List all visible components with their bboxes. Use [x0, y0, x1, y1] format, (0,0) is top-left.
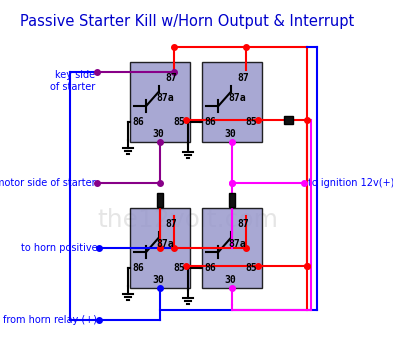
Text: 87a: 87a [229, 93, 246, 103]
Bar [230, 193, 235, 207]
Text: the12volt.com: the12volt.com [97, 208, 278, 232]
Bar [130, 62, 190, 142]
Bar [130, 208, 190, 288]
Text: 86: 86 [132, 117, 144, 127]
Text: 87a: 87a [156, 93, 174, 103]
Text: 85: 85 [173, 117, 185, 127]
Text: 87: 87 [165, 219, 177, 229]
Text: 87a: 87a [229, 239, 246, 249]
Text: 86: 86 [204, 117, 216, 127]
Text: 86: 86 [204, 263, 216, 273]
Text: 85: 85 [246, 263, 257, 273]
Text: 30: 30 [152, 275, 164, 285]
Text: 87: 87 [165, 73, 177, 83]
Text: key side
of starter: key side of starter [50, 70, 95, 92]
Text: 30: 30 [225, 129, 237, 139]
Text: 86: 86 [132, 263, 144, 273]
Bar [202, 208, 263, 288]
Text: motor side of starter: motor side of starter [0, 178, 95, 188]
Text: 30: 30 [225, 275, 237, 285]
Bar [202, 62, 263, 142]
Text: from horn relay (+): from horn relay (+) [3, 315, 97, 325]
Text: 30: 30 [152, 129, 164, 139]
Text: to horn positive: to horn positive [21, 243, 97, 253]
Bar [157, 193, 163, 207]
Text: Passive Starter Kill w/Horn Output & Interrupt: Passive Starter Kill w/Horn Output & Int… [20, 14, 354, 29]
Text: 87: 87 [237, 219, 249, 229]
Text: 85: 85 [173, 263, 185, 273]
Text: to ignition 12v(+): to ignition 12v(+) [309, 178, 393, 188]
Text: 87a: 87a [156, 239, 174, 249]
Text: 85: 85 [246, 117, 257, 127]
Bar [284, 116, 293, 124]
Text: 87: 87 [237, 73, 249, 83]
